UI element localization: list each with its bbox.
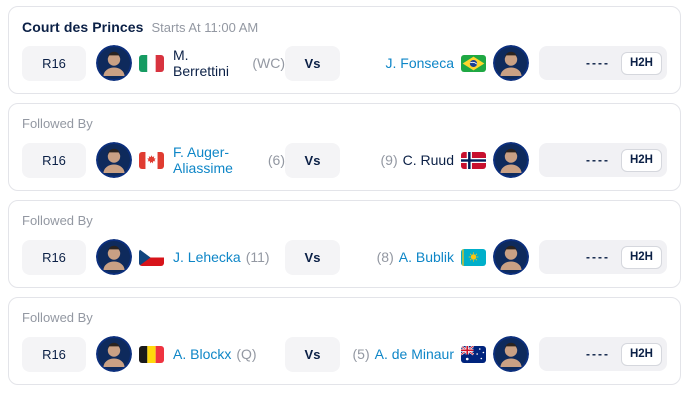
- player2-name[interactable]: A. de Minaur: [374, 345, 454, 362]
- stats-panel: ---- H2H: [539, 143, 667, 177]
- player1-name[interactable]: M. Berrettini: [173, 46, 230, 79]
- stats-panel: ---- H2H: [539, 240, 667, 274]
- player1-cell[interactable]: J. Lehecka (11): [96, 239, 285, 275]
- player1-cell[interactable]: F. Auger-Aliassime (6): [96, 142, 285, 178]
- player1-name[interactable]: A. Blockx: [173, 345, 232, 362]
- player1-name[interactable]: J. Lehecka: [173, 248, 241, 265]
- card-header: Followed By: [22, 310, 667, 328]
- czechia-flag-icon: [139, 248, 164, 266]
- card-header-title: Followed By: [22, 310, 93, 325]
- player2-cell[interactable]: (9) C. Ruud: [340, 142, 529, 178]
- h2h-button[interactable]: H2H: [620, 342, 662, 366]
- player-avatar-icon: [493, 45, 529, 81]
- score-placeholder: ----: [586, 56, 610, 70]
- player2-tag: (9): [380, 152, 398, 168]
- player1-tag: (11): [245, 249, 270, 265]
- card-header-subtitle: Starts At 11:00 AM: [151, 20, 259, 35]
- match-card: Court des Princes Starts At 11:00 AM R16…: [8, 6, 681, 94]
- card-header: Court des Princes Starts At 11:00 AM: [22, 19, 667, 37]
- player1-name-block: A. Blockx (Q): [173, 346, 257, 362]
- round-badge: R16: [22, 239, 86, 275]
- player2-name-block: J. Fonseca: [386, 55, 454, 71]
- player-avatar-icon: [493, 239, 529, 275]
- match-row: R16 A. Blockx (Q) Vs: [22, 336, 667, 372]
- belgium-flag-icon: [139, 345, 164, 363]
- player2-cell[interactable]: J. Fonseca: [340, 45, 529, 81]
- player1-tag: (6): [267, 152, 285, 168]
- score-placeholder: ----: [586, 153, 610, 167]
- h2h-button[interactable]: H2H: [620, 51, 662, 75]
- match-row: R16 J. Lehecka (11) Vs: [22, 239, 667, 275]
- vs-badge: Vs: [285, 239, 340, 275]
- round-badge: R16: [22, 142, 86, 178]
- score-placeholder: ----: [586, 250, 610, 264]
- australia-flag-icon: [461, 345, 486, 363]
- player1-tag: (Q): [236, 346, 257, 362]
- vs-badge: Vs: [285, 336, 340, 372]
- player-avatar-icon: [493, 142, 529, 178]
- italy-flag-icon: [139, 54, 164, 72]
- card-header-title: Followed By: [22, 116, 93, 131]
- player1-name[interactable]: F. Auger-Aliassime: [173, 143, 233, 176]
- player2-cell[interactable]: (5) A. de Minaur: [340, 336, 529, 372]
- card-header-title: Court des Princes: [22, 19, 144, 35]
- player1-tag: (WC): [252, 55, 285, 71]
- player1-cell[interactable]: A. Blockx (Q): [96, 336, 285, 372]
- vs-badge: Vs: [285, 45, 340, 81]
- player-avatar-icon: [96, 336, 132, 372]
- round-badge: R16: [22, 336, 86, 372]
- vs-badge: Vs: [285, 142, 340, 178]
- match-row: R16 M. Berrettini (WC) Vs: [22, 45, 667, 81]
- player1-name-block: J. Lehecka (11): [173, 249, 270, 265]
- player1-cell[interactable]: M. Berrettini (WC): [96, 45, 285, 81]
- card-header-title: Followed By: [22, 213, 93, 228]
- player2-name[interactable]: A. Bublik: [398, 248, 454, 265]
- match-card: Followed By R16 F. Auger-Aliassime (6): [8, 103, 681, 191]
- schedule-list: Court des Princes Starts At 11:00 AM R16…: [8, 6, 681, 385]
- player2-tag: (5): [352, 346, 370, 362]
- player1-name-block: F. Auger-Aliassime (6): [173, 144, 285, 176]
- player2-name-block: (5) A. de Minaur: [353, 346, 455, 362]
- brazil-flag-icon: [461, 54, 486, 72]
- player-avatar-icon: [96, 142, 132, 178]
- card-header: Followed By: [22, 213, 667, 231]
- player2-cell[interactable]: (8) A. Bublik: [340, 239, 529, 275]
- h2h-button[interactable]: H2H: [620, 148, 662, 172]
- canada-flag-icon: [139, 151, 164, 169]
- match-row: R16 F. Auger-Aliassime (6) Vs: [22, 142, 667, 178]
- player1-name-block: M. Berrettini (WC): [173, 47, 285, 79]
- stats-panel: ---- H2H: [539, 337, 667, 371]
- player-avatar-icon: [96, 45, 132, 81]
- match-card: Followed By R16 A. Blockx (Q): [8, 297, 681, 385]
- match-card: Followed By R16 J. Lehecka (11): [8, 200, 681, 288]
- round-badge: R16: [22, 45, 86, 81]
- player2-name[interactable]: J. Fonseca: [385, 54, 454, 71]
- h2h-button[interactable]: H2H: [620, 245, 662, 269]
- score-placeholder: ----: [586, 347, 610, 361]
- player2-tag: (8): [376, 249, 394, 265]
- stats-panel: ---- H2H: [539, 46, 667, 80]
- kazakhstan-flag-icon: [461, 248, 486, 266]
- norway-flag-icon: [461, 151, 486, 169]
- player2-name-block: (9) C. Ruud: [381, 152, 454, 168]
- player2-name-block: (8) A. Bublik: [377, 249, 454, 265]
- player-avatar-icon: [493, 336, 529, 372]
- player-avatar-icon: [96, 239, 132, 275]
- card-header: Followed By: [22, 116, 667, 134]
- player2-name[interactable]: C. Ruud: [402, 151, 454, 168]
